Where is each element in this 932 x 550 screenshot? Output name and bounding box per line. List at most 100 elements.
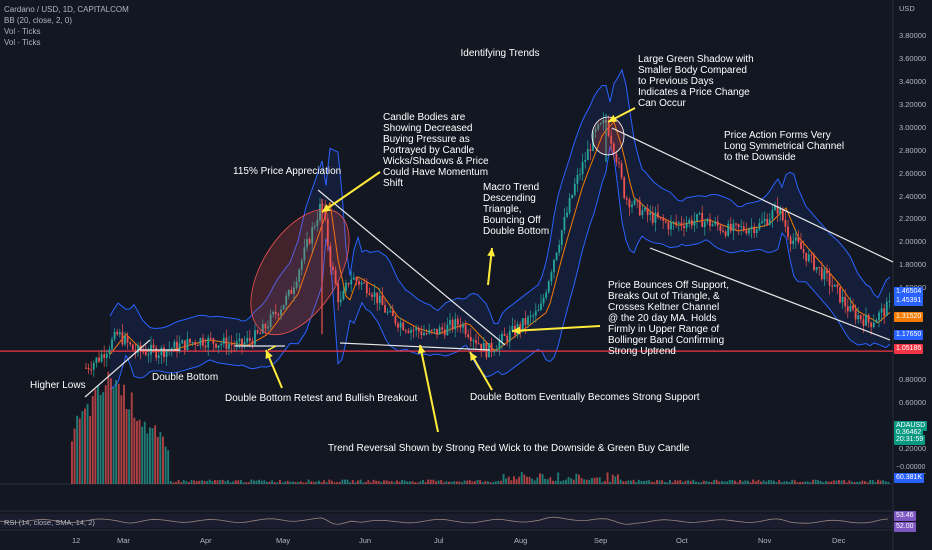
candle-body xyxy=(394,316,397,324)
candle-body xyxy=(126,335,129,343)
volume-bar xyxy=(728,480,731,484)
candle-body xyxy=(430,330,433,332)
volume-bar xyxy=(284,481,287,484)
candle-body xyxy=(428,330,431,334)
volume-bar xyxy=(208,479,211,484)
volume-bar xyxy=(627,480,630,484)
volume-bar xyxy=(882,480,885,484)
candle-body xyxy=(480,343,483,351)
volume-bar xyxy=(318,480,320,484)
volume-bar xyxy=(125,408,128,484)
candle-body xyxy=(815,267,818,271)
candle-body xyxy=(862,319,865,326)
candle-body xyxy=(358,280,360,285)
candle-body xyxy=(300,260,303,270)
candle-body xyxy=(872,322,875,328)
volume-bar xyxy=(500,480,502,484)
y-tick-label: 3.40000 xyxy=(899,76,927,86)
candle-body xyxy=(545,292,548,298)
volume-bar xyxy=(879,480,882,484)
candle-body xyxy=(165,350,168,357)
volume-bar xyxy=(91,396,94,484)
volume-bar xyxy=(185,481,188,484)
candle-body xyxy=(87,367,90,370)
volume-bar xyxy=(195,481,198,484)
candle-body xyxy=(402,322,405,331)
candle-bodies-annotation: Candle Bodies are Showing Decreased Buyi… xyxy=(383,112,489,189)
volume-bar xyxy=(788,482,791,484)
volume-bar xyxy=(682,482,684,484)
y-tick-label: 2.40000 xyxy=(899,191,927,201)
volume-bar xyxy=(583,479,586,484)
candle-body xyxy=(378,295,381,304)
candle-body xyxy=(498,341,501,350)
candle-body xyxy=(558,244,561,253)
candle-body xyxy=(550,272,553,282)
volume-bar xyxy=(809,482,812,484)
volume-bar xyxy=(110,378,112,484)
candle-body xyxy=(641,210,644,216)
indicator-vol-2: Vol · Ticks xyxy=(4,38,41,47)
volume-bar xyxy=(726,481,729,484)
price-tag: 1.31520 xyxy=(894,312,924,322)
candle-body xyxy=(844,296,847,307)
volume-bar xyxy=(505,478,508,484)
candle-body xyxy=(134,349,137,353)
candle-body xyxy=(259,333,262,335)
volume-bar xyxy=(362,482,365,484)
candle-body xyxy=(685,223,688,229)
volume-bar xyxy=(325,482,328,484)
volume-bar xyxy=(884,481,887,484)
volume-bar xyxy=(645,480,648,484)
volume-bar xyxy=(440,479,443,484)
volume-bar xyxy=(528,477,531,484)
candle-body xyxy=(841,296,844,303)
volume-bar xyxy=(643,480,645,484)
volume-bar xyxy=(281,482,284,484)
candle-body xyxy=(802,249,805,253)
volume-bar xyxy=(320,482,323,484)
volume-bar xyxy=(515,479,518,484)
candle-body xyxy=(654,212,657,223)
volume-bar xyxy=(221,479,224,484)
candle-bodies-arrow-head xyxy=(322,204,331,212)
candle-body xyxy=(493,351,496,353)
candle-body xyxy=(235,341,238,346)
volume-bar xyxy=(715,479,718,484)
candle-body xyxy=(737,224,740,227)
candle-body xyxy=(267,327,269,329)
volume-bar xyxy=(489,482,492,484)
volume-bar xyxy=(310,481,313,484)
candle-body xyxy=(584,160,587,162)
volume-bar xyxy=(705,481,708,484)
volume-bar xyxy=(227,480,229,484)
candle-body xyxy=(633,199,636,205)
volume-bar xyxy=(507,476,510,484)
candle-body xyxy=(696,214,698,221)
candle-body xyxy=(163,347,165,357)
volume-bar xyxy=(375,480,378,484)
volume-bar xyxy=(156,436,159,484)
volume-bar xyxy=(848,480,851,484)
candle-body xyxy=(506,335,509,342)
candle-body xyxy=(103,354,106,358)
candle-body xyxy=(329,246,332,267)
rsi-line xyxy=(0,516,889,525)
candle-body xyxy=(529,315,532,317)
volume-bar xyxy=(136,421,138,484)
bollinger-band-fill xyxy=(110,69,890,390)
volume-bar xyxy=(502,473,505,484)
candle-body xyxy=(833,284,836,287)
volume-bar xyxy=(305,482,307,484)
candle-body xyxy=(173,341,176,349)
candle-body xyxy=(555,252,558,260)
candle-body xyxy=(157,355,160,358)
candle-body xyxy=(589,149,592,151)
candle-body xyxy=(826,269,828,274)
symbol-line: Cardano / USD, 1D, CAPITALCOM xyxy=(4,5,129,14)
candle-body xyxy=(220,343,223,346)
volume-bar xyxy=(138,419,141,484)
volume-bar xyxy=(328,479,331,484)
candle-body xyxy=(215,343,217,348)
